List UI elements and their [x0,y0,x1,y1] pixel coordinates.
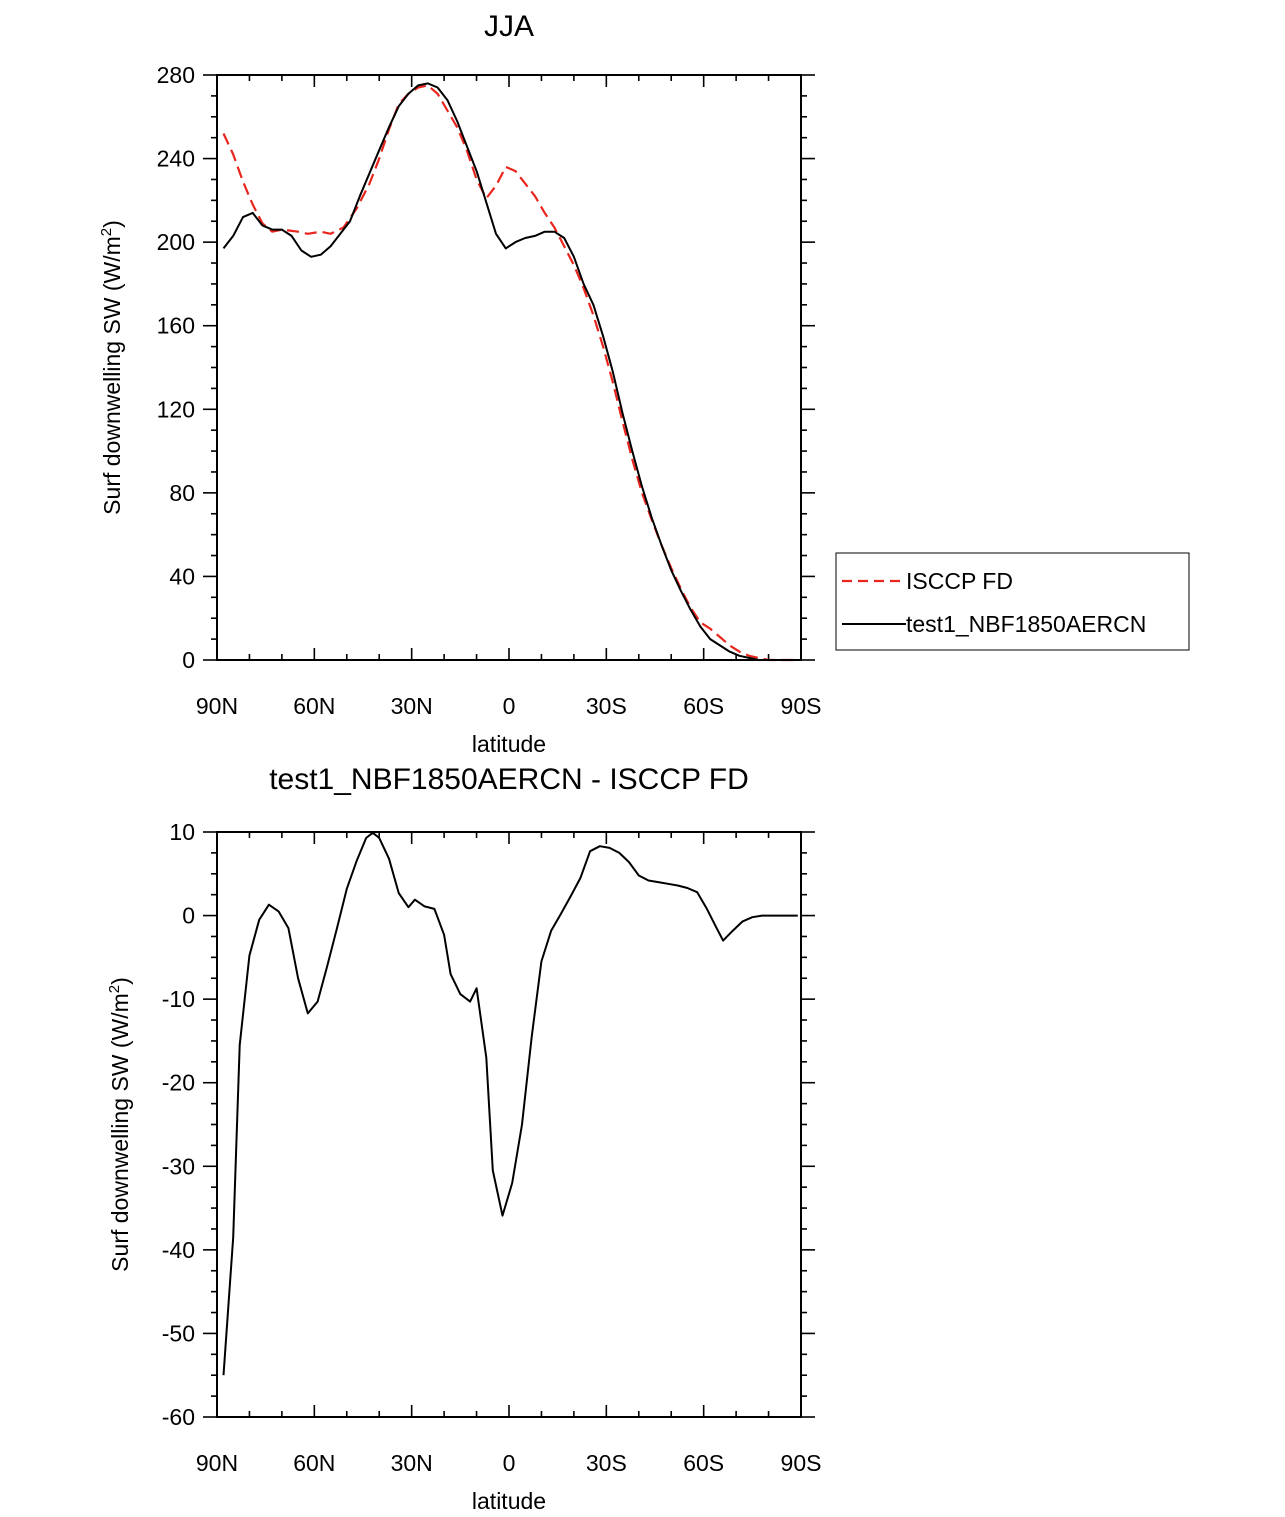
top-x-tick-label: 90N [196,693,238,719]
top-y-tick-label: 0 [182,647,195,673]
top-y-tick-label: 280 [157,62,195,88]
top-plot-frame [216,74,802,661]
top-x-axis-label: latitude [472,731,546,757]
bottom-x-tick-label: 90S [781,1450,822,1476]
legend: ISCCP FD test1_NBF1850AERCN [835,552,1190,651]
bottom-y-tick-label: 0 [182,903,195,929]
top-y-tick-label: 40 [169,563,195,589]
top-x-tick-label: 30N [391,693,433,719]
bottom-y-tick-label: -60 [162,1404,195,1430]
top-series-line-1 [222,82,798,661]
top-chart-title: JJA [484,10,534,43]
bottom-x-tick-label: 30N [391,1450,433,1476]
top-y-tick-label: 160 [157,313,195,339]
top-y-tick-label: 240 [157,146,195,172]
bottom-y-tick-label: 10 [169,819,195,845]
bottom-y-tick-label: -50 [162,1320,195,1346]
top-x-tick-label: 90S [781,693,822,719]
bottom-y-tick-label: -10 [162,986,195,1012]
top-x-tick-label: 60N [293,693,335,719]
bottom-chart-title: test1_NBF1850AERCN - ISCCP FD [269,763,749,796]
bottom-y-axis-label: Surf downwelling SW (W/m2) [106,977,133,1272]
top-series-line-0 [222,84,798,662]
top-y-axis-label: Surf downwelling SW (W/m2) [98,220,125,515]
top-y-tick-label: 80 [169,480,195,506]
bottom-series-line-0 [222,831,798,1376]
top-panel-jja: JJA 90N 60N 30N 0 30S 60S 90S latitude 0 40 80 120 16… [98,10,821,757]
bottom-y-tick-label: -30 [162,1153,195,1179]
bottom-y-tick-label: -20 [162,1070,195,1096]
top-y-tick-label: 120 [157,396,195,422]
top-y-tick-label: 200 [157,229,195,255]
bottom-x-tick-label: 60N [293,1450,335,1476]
top-x-tick-label: 0 [503,693,516,719]
bottom-x-tick-label: 90N [196,1450,238,1476]
top-x-tick-label: 30S [586,693,627,719]
legend-label-isccp: ISCCP FD [906,568,1013,594]
bottom-x-tick-label: 60S [683,1450,724,1476]
bottom-y-tick-label: -40 [162,1237,195,1263]
top-x-tick-label: 60S [683,693,724,719]
bottom-panel-difference: test1_NBF1850AERCN - ISCCP FD 90N 60N 30N 0 3… [106,763,821,1514]
bottom-x-tick-label: 0 [503,1450,516,1476]
legend-box [835,552,1190,651]
bottom-x-axis-label: latitude [472,1488,546,1514]
bottom-x-tick-label: 30S [586,1450,627,1476]
legend-label-test1: test1_NBF1850AERCN [906,611,1146,637]
